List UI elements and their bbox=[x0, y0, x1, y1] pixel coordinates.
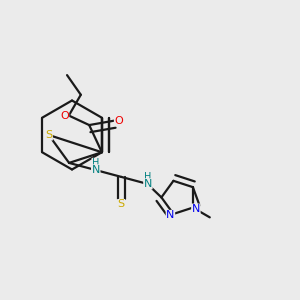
Text: N: N bbox=[144, 179, 152, 189]
Text: O: O bbox=[60, 111, 69, 121]
Text: N: N bbox=[192, 204, 200, 214]
Text: N: N bbox=[166, 210, 175, 220]
Text: O: O bbox=[114, 116, 123, 126]
Text: S: S bbox=[118, 200, 125, 209]
Text: N: N bbox=[92, 165, 100, 175]
Text: S: S bbox=[45, 130, 52, 140]
Text: H: H bbox=[92, 158, 99, 168]
Text: H: H bbox=[144, 172, 152, 182]
